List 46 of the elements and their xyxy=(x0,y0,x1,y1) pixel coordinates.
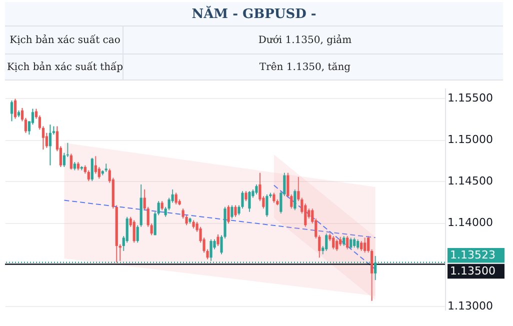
candlestick xyxy=(136,224,139,244)
candlestick xyxy=(94,156,97,174)
candlestick xyxy=(216,234,220,246)
candlestick xyxy=(350,237,352,250)
candlestick xyxy=(332,236,335,250)
chart-title: NĂM - GBPUSD - xyxy=(192,5,316,22)
candlestick xyxy=(90,157,94,182)
candlestick xyxy=(294,188,296,211)
candlestick xyxy=(342,236,346,246)
candlestick xyxy=(227,204,230,224)
y-tick-label: 1.13000 xyxy=(448,299,493,312)
candlestick xyxy=(244,190,248,202)
y-tick-label: 1.15000 xyxy=(448,133,493,146)
candlestick xyxy=(255,184,258,195)
y-tick-label: 1.14000 xyxy=(448,216,493,230)
candlestick xyxy=(45,132,48,148)
text: Trên 1.1350, tăng xyxy=(259,62,352,73)
candlestick xyxy=(132,220,136,244)
text: Kịch bản xác suất cao xyxy=(10,34,120,46)
candlestick xyxy=(70,153,72,170)
candlestick xyxy=(266,194,268,218)
candlestick xyxy=(272,192,276,204)
candlestick xyxy=(336,238,338,252)
ref-line-label: 1.13523 xyxy=(450,248,496,262)
candlestick xyxy=(10,100,14,122)
candlestick xyxy=(48,124,52,166)
candlestick xyxy=(325,233,328,252)
candlestick xyxy=(248,190,251,212)
candlestick xyxy=(160,200,164,211)
candlestick xyxy=(87,170,90,182)
candlestick xyxy=(174,192,178,205)
ref-line-label: 1.13500 xyxy=(450,264,496,278)
candlestick xyxy=(346,236,349,250)
candlestick xyxy=(126,216,128,244)
text: Kịch bản xác suất thấp xyxy=(6,61,124,73)
y-tick-label: 1.14500 xyxy=(448,174,493,188)
text: Dưới 1.1350, giảm xyxy=(258,34,352,46)
candlestick xyxy=(14,98,17,120)
candlestick xyxy=(360,240,363,252)
candlestick xyxy=(234,204,237,218)
candlestick xyxy=(230,204,234,220)
y-tick-label: 1.15500 xyxy=(448,91,493,104)
candlestick xyxy=(356,238,360,250)
candlestick xyxy=(353,237,356,248)
candlestick xyxy=(364,237,366,254)
candlestick xyxy=(98,166,100,180)
